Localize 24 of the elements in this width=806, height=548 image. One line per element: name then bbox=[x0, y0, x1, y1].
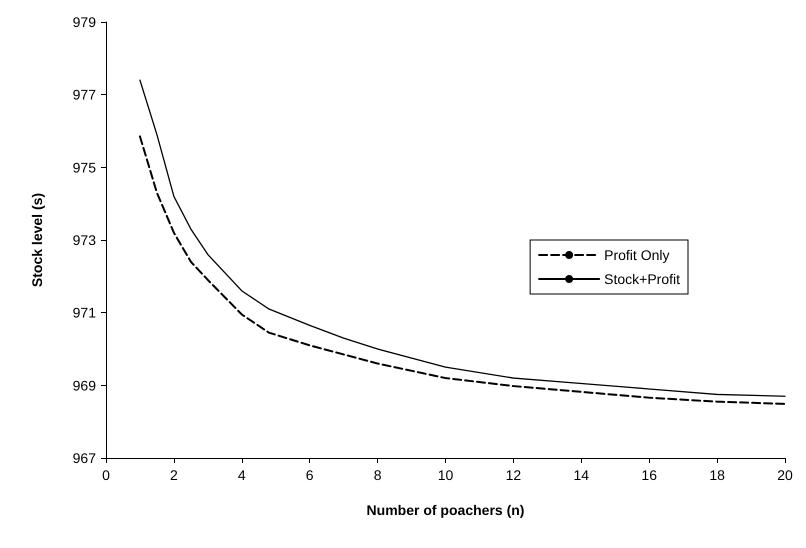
line-series bbox=[139, 79, 786, 397]
x-tick-label: 12 bbox=[506, 467, 522, 483]
y-tick-label: 971 bbox=[72, 304, 96, 321]
y-tick-label: 979 bbox=[72, 14, 96, 30]
x-tick-label: 6 bbox=[306, 467, 314, 483]
y-tick-label: 969 bbox=[72, 377, 96, 394]
x-tick-label: 4 bbox=[238, 467, 246, 483]
x-tick-label: 0 bbox=[102, 467, 110, 483]
y-tick-label: 967 bbox=[72, 450, 96, 466]
legend-label: Profit Only bbox=[604, 247, 670, 263]
x-tick-label: 18 bbox=[709, 467, 726, 483]
y-axis-title: Stock level (s) bbox=[29, 192, 45, 288]
y-tick-label: 973 bbox=[72, 232, 96, 248]
x-tick-label: 8 bbox=[374, 467, 382, 483]
legend-label: Stock+Profit bbox=[604, 271, 680, 287]
y-tick-label: 975 bbox=[72, 159, 96, 176]
line-series bbox=[138, 135, 786, 405]
x-tick-label: 2 bbox=[170, 467, 178, 483]
y-tick-label: 977 bbox=[72, 86, 96, 103]
x-tick-label: 10 bbox=[438, 467, 454, 483]
x-tick-label: 14 bbox=[574, 467, 590, 483]
x-tick-label: 20 bbox=[777, 467, 793, 483]
x-tick-label: 16 bbox=[641, 467, 658, 483]
x-axis-title: Number of poachers (n) bbox=[366, 502, 524, 518]
